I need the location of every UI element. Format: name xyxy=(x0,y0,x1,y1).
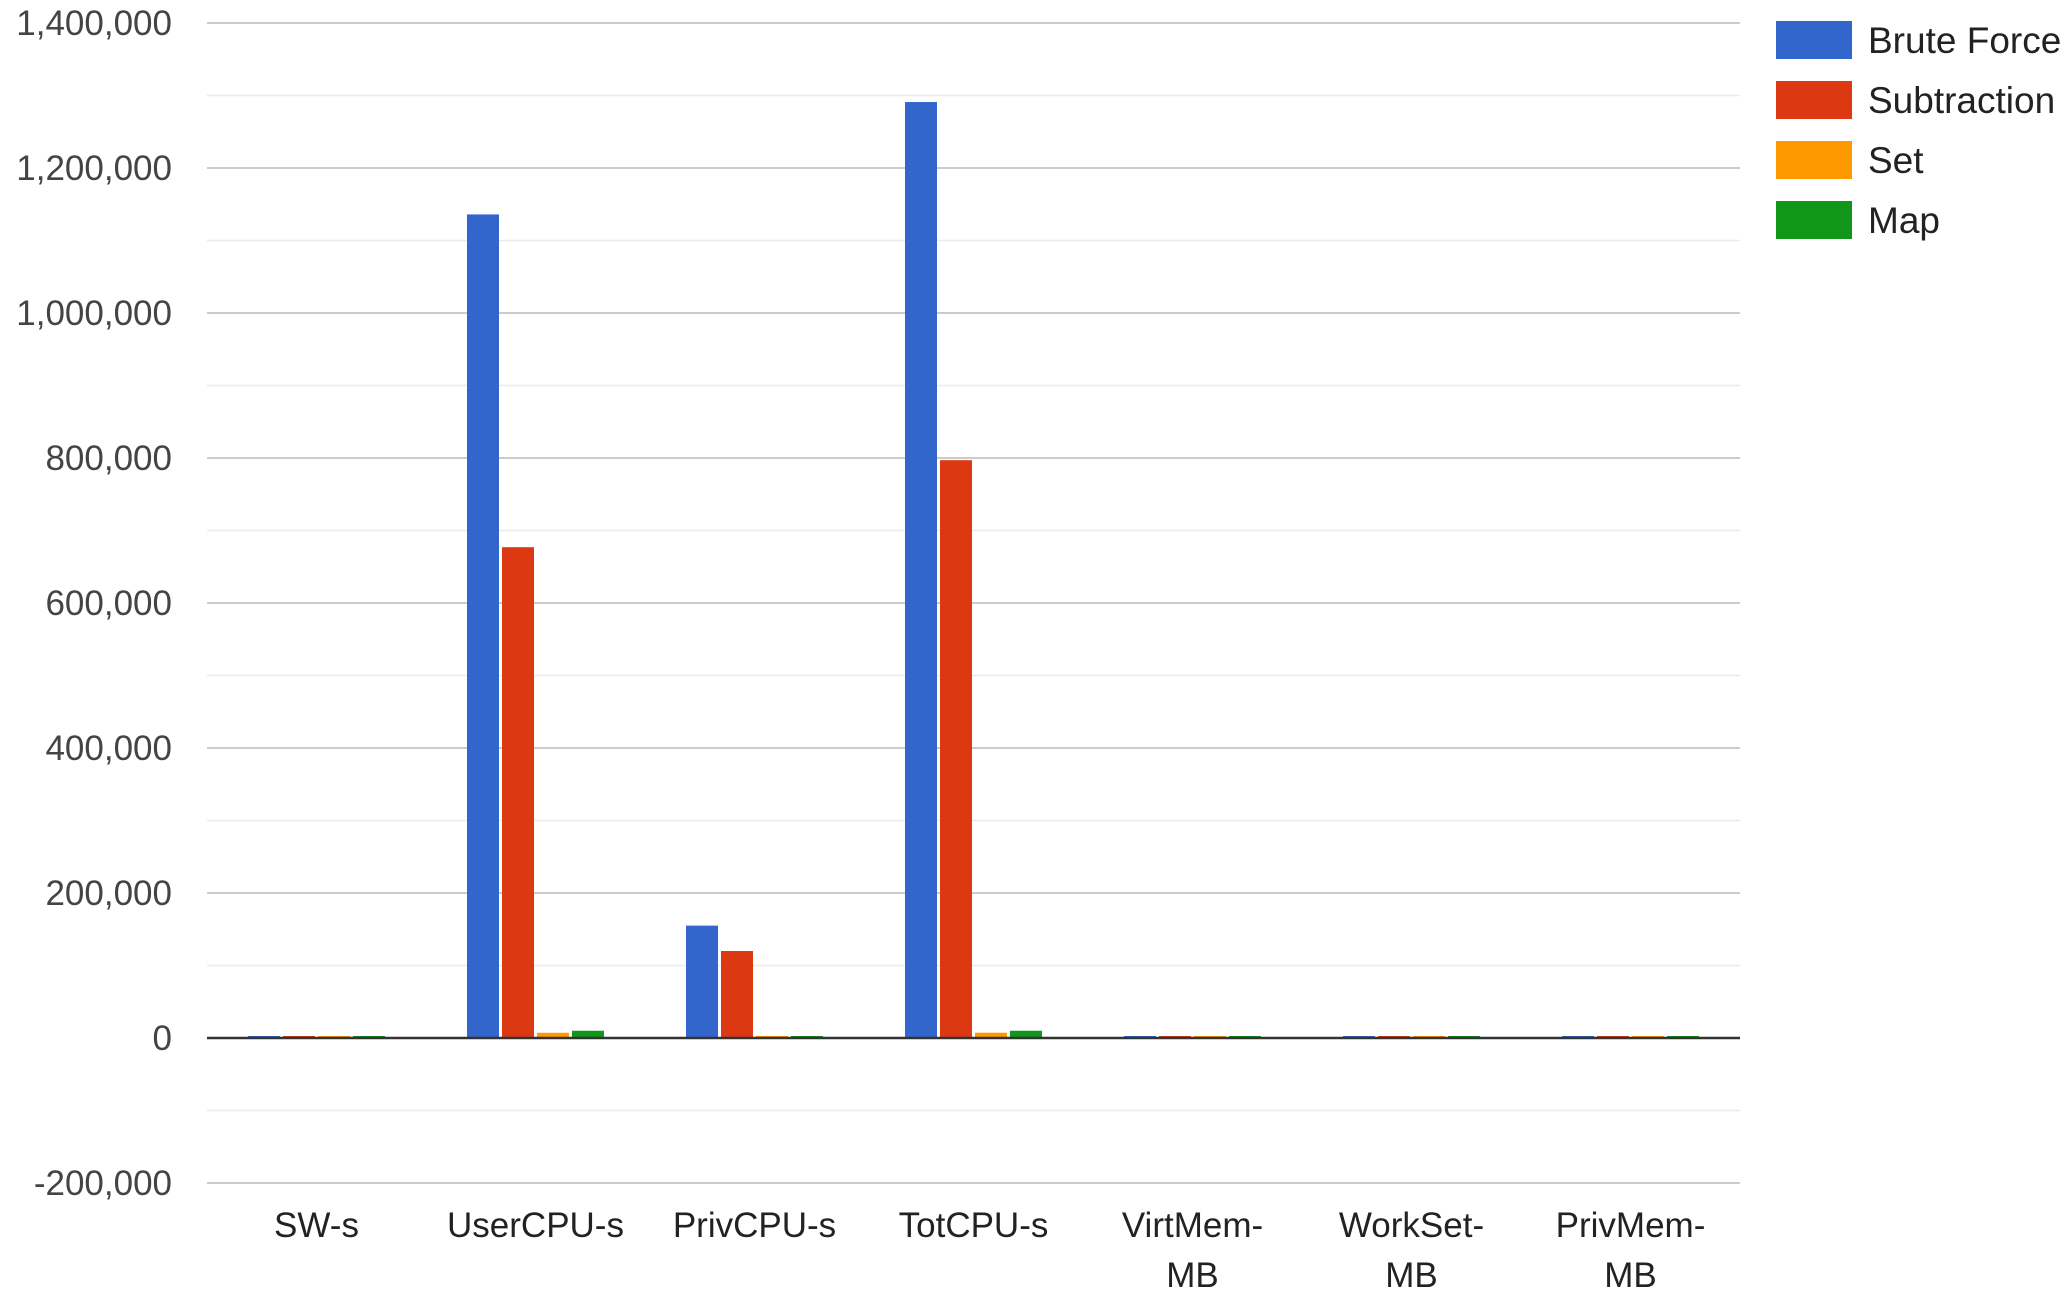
x-category-label: WorkSet-MB xyxy=(1339,1206,1484,1295)
x-category-label: PrivMem-MB xyxy=(1556,1206,1706,1295)
bar-set xyxy=(537,1032,569,1038)
legend-label: Subtraction xyxy=(1868,80,2055,121)
x-axis-category-labels: SW-s UserCPU-s PrivCPU-s TotCPU-s VirtMem-MB… xyxy=(274,1206,1705,1295)
y-tick-label: 400,000 xyxy=(45,729,172,768)
y-tick-label: -200,000 xyxy=(34,1164,172,1203)
x-category-label: VirtMem-MB xyxy=(1122,1206,1263,1295)
x-category-label: SW-s xyxy=(274,1206,359,1245)
y-tick-label: 1,000,000 xyxy=(16,294,172,333)
x-category-label: TotCPU-s xyxy=(899,1206,1049,1245)
legend-label: Set xyxy=(1868,140,1924,181)
bar-map xyxy=(572,1030,604,1038)
y-tick-label: 200,000 xyxy=(45,874,172,913)
bar-subtraction xyxy=(940,460,972,1038)
legend-label: Brute Force xyxy=(1868,20,2061,61)
y-tick-label: 1,400,000 xyxy=(16,4,172,43)
x-category-label: UserCPU-s xyxy=(447,1206,624,1245)
y-tick-label: 1,200,000 xyxy=(16,149,172,188)
bar-brute-force xyxy=(467,214,499,1038)
legend: Brute Force Subtraction Set Map xyxy=(1776,20,2061,241)
y-tick-label: 0 xyxy=(153,1019,172,1058)
legend-swatch xyxy=(1776,141,1852,179)
bar-set xyxy=(975,1032,1007,1038)
legend-label: Map xyxy=(1868,200,1940,241)
y-tick-label: 600,000 xyxy=(45,584,172,623)
bar-map xyxy=(1010,1030,1042,1038)
gridlines xyxy=(207,22,1740,1184)
bar-subtraction xyxy=(502,547,534,1038)
legend-swatch xyxy=(1776,201,1852,239)
legend-swatch xyxy=(1776,21,1852,59)
y-axis-tick-labels: 1,400,000 1,200,000 1,000,000 800,000 600,00… xyxy=(16,4,172,1203)
bar-subtraction xyxy=(721,951,753,1038)
bar-brute-force xyxy=(686,925,718,1038)
y-tick-label: 800,000 xyxy=(45,439,172,478)
bars xyxy=(248,102,1699,1038)
x-category-label: PrivCPU-s xyxy=(673,1206,836,1245)
bar-brute-force xyxy=(905,102,937,1038)
legend-swatch xyxy=(1776,81,1852,119)
